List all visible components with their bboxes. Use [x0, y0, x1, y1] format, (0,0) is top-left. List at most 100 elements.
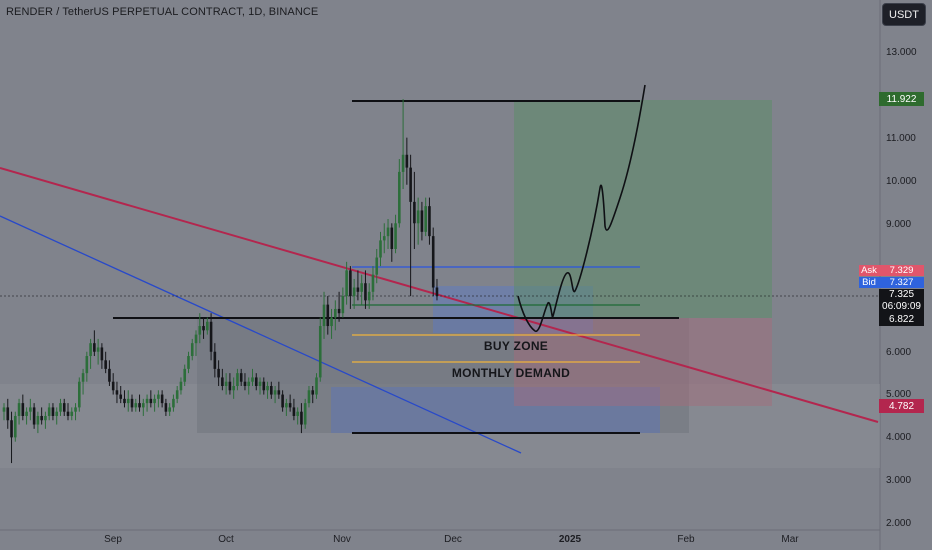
- candle-body: [322, 304, 326, 327]
- candle-body: [157, 394, 160, 399]
- candle-body: [187, 356, 190, 369]
- candle-body: [104, 360, 107, 369]
- candle-body: [307, 390, 311, 404]
- candle-body: [296, 411, 299, 416]
- candle-body: [2, 407, 6, 412]
- candle-body: [47, 407, 51, 416]
- candle-body: [89, 343, 92, 357]
- candle-body: [236, 373, 239, 386]
- candle-body: [258, 381, 262, 386]
- candle-body: [111, 381, 115, 391]
- candle-body: [202, 326, 205, 331]
- candle-body: [262, 381, 266, 391]
- candle-body: [405, 154, 409, 168]
- candle-body: [300, 411, 303, 425]
- candle-body: [398, 171, 401, 224]
- x-tick-2025: 2025: [558, 534, 582, 545]
- candle-body: [25, 411, 28, 416]
- candle-body: [315, 377, 318, 395]
- candle-body: [281, 394, 284, 408]
- last-price-badge: 7.325 06:09:09: [879, 289, 924, 313]
- candle-body: [194, 334, 198, 344]
- candle-body: [160, 394, 164, 404]
- candle-body: [209, 321, 213, 352]
- candle-body: [254, 377, 258, 386]
- ask-label: Ask: [861, 265, 877, 276]
- candle-body: [100, 347, 104, 361]
- candle-body: [168, 407, 171, 412]
- x-tick-feb: Feb: [677, 534, 695, 545]
- candle-body: [251, 377, 254, 382]
- chart-title: RENDER / TetherUS PERPETUAL CONTRACT, 1D…: [6, 6, 319, 18]
- candle-body: [59, 403, 62, 412]
- stop-price-badge: 4.782: [879, 399, 924, 413]
- candle-body: [394, 223, 397, 249]
- candle-body: [367, 291, 371, 301]
- candle-body: [409, 167, 412, 202]
- candle-body: [431, 236, 435, 288]
- candle-body: [74, 407, 77, 412]
- candle-body: [198, 326, 202, 335]
- candle-body: [213, 351, 217, 369]
- candle-body: [164, 403, 168, 412]
- candle-body: [179, 381, 183, 391]
- candle-body: [81, 373, 85, 382]
- candle-body: [345, 270, 348, 297]
- currency-button[interactable]: USDT: [882, 3, 926, 26]
- candle-body: [6, 407, 10, 421]
- candle-body: [228, 381, 232, 391]
- y-tick-6: 6.000: [886, 347, 912, 358]
- candle-body: [126, 398, 130, 404]
- target-price-badge: 11.922: [879, 92, 924, 106]
- demand-box: [197, 318, 689, 433]
- red-trendline[interactable]: [0, 167, 879, 423]
- blue-trendline[interactable]: [0, 215, 522, 454]
- candle-body: [183, 368, 187, 382]
- y-tick-5: 5.000: [886, 389, 912, 400]
- candle-body: [29, 407, 32, 412]
- candle-body: [318, 326, 322, 378]
- y-tick-13: 13.000: [886, 47, 917, 58]
- candle-body: [341, 296, 345, 314]
- candle-body: [134, 403, 138, 408]
- candle-body: [78, 381, 81, 408]
- candle-body: [390, 227, 394, 249]
- candle-body: [55, 411, 59, 416]
- candle-body: [85, 356, 89, 374]
- candle-body: [153, 398, 156, 404]
- candle-body: [243, 381, 247, 386]
- candle-body: [360, 283, 363, 292]
- candle-body: [190, 343, 194, 357]
- y-tick-11: 11.000: [886, 133, 916, 144]
- bid-row: Bid 7.327: [859, 277, 924, 288]
- candle-body: [270, 385, 273, 395]
- y-tick-2: 2.000: [886, 518, 912, 529]
- candle-body: [138, 403, 141, 408]
- candle-body: [70, 411, 74, 416]
- bid-value: 7.327: [889, 277, 914, 288]
- candle-body: [62, 403, 66, 412]
- candle-body: [303, 403, 307, 425]
- candle-body: [285, 403, 288, 408]
- candle-body: [424, 206, 427, 232]
- buy-zone-label: BUY ZONE: [483, 339, 549, 353]
- candle-body: [123, 398, 126, 404]
- candle-body: [364, 283, 367, 301]
- bar-countdown: 06:09:09: [882, 301, 921, 312]
- candle-body: [93, 343, 96, 352]
- candle-body: [232, 385, 235, 391]
- x-tick-sep: Sep: [104, 534, 122, 545]
- candle-body: [115, 390, 119, 395]
- candle-body: [311, 390, 315, 395]
- candle-body: [21, 403, 25, 416]
- candle-body: [224, 381, 228, 386]
- projection-path: [517, 84, 646, 332]
- y-tick-3: 3.000: [886, 475, 912, 486]
- candle-body: [17, 403, 21, 416]
- candle-body: [149, 398, 153, 404]
- candle-body: [108, 368, 111, 382]
- y-tick-10: 10.000: [886, 176, 917, 187]
- candle-body: [142, 403, 145, 408]
- x-tick-dec: Dec: [444, 534, 462, 545]
